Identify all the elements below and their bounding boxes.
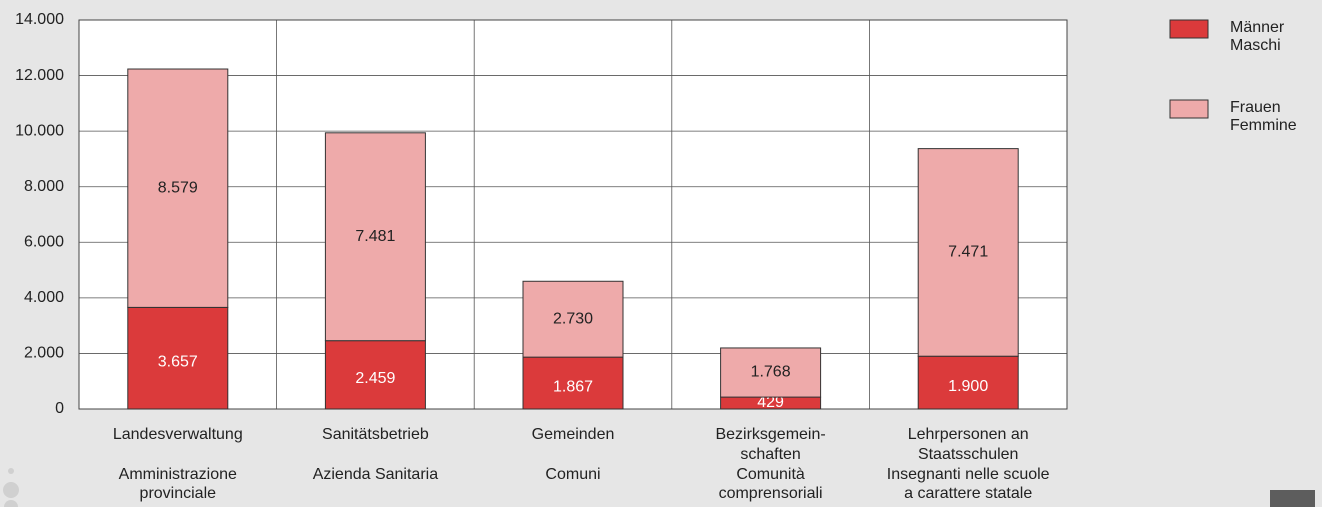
value-label: 7.481 <box>355 228 395 245</box>
value-label: 7.471 <box>948 244 988 261</box>
bar-segment <box>324 132 426 342</box>
x-tick-label: Sanitätsbetrieb <box>322 426 429 443</box>
x-tick-label: Staatsschulen <box>918 446 1019 463</box>
x-tick-label: Gemeinden <box>532 426 615 443</box>
decor-dot <box>4 500 18 507</box>
x-tick-label: Comuni <box>545 466 600 483</box>
x-tick-label: schaften <box>740 446 800 463</box>
legend-label: Maschi <box>1230 37 1281 54</box>
legend-swatch <box>1169 99 1209 119</box>
bar-segment <box>917 148 1019 357</box>
decor-dot <box>3 482 19 498</box>
decor-dot <box>8 468 14 474</box>
bar-segment <box>720 347 822 398</box>
value-label: 429 <box>757 394 784 411</box>
value-label: 3.657 <box>158 353 198 370</box>
legend-swatch <box>1169 19 1209 39</box>
x-tick-label: Amministrazione <box>119 466 237 483</box>
y-tick-label: 0 <box>55 400 64 417</box>
x-tick-label: Landesverwaltung <box>113 426 243 443</box>
legend-label: Männer <box>1230 19 1285 36</box>
value-label: 1.900 <box>948 378 988 395</box>
y-tick-label: 12.000 <box>15 67 64 84</box>
x-tick-label: provinciale <box>140 485 217 502</box>
x-tick-label: Bezirksgemein- <box>715 426 825 443</box>
legend-label: Frauen <box>1230 99 1281 116</box>
bar-segment <box>917 355 1019 410</box>
y-tick-label: 8.000 <box>24 178 64 195</box>
x-tick-label: Lehrpersonen an <box>908 426 1029 443</box>
y-tick-label: 14.000 <box>15 11 64 28</box>
x-tick-label: comprensoriali <box>719 485 823 502</box>
bar-segment <box>127 68 229 308</box>
legend-label: Femmine <box>1230 117 1297 134</box>
value-label: 1.768 <box>751 364 791 381</box>
y-tick-label: 6.000 <box>24 234 64 251</box>
decor-logo <box>1270 490 1315 507</box>
y-tick-label: 4.000 <box>24 289 64 306</box>
x-tick-label: a carattere statale <box>904 485 1032 502</box>
y-tick-label: 10.000 <box>15 122 64 139</box>
bar-segment <box>522 280 624 358</box>
bar-segment <box>522 356 624 410</box>
value-label: 8.579 <box>158 179 198 196</box>
y-tick-label: 2.000 <box>24 345 64 362</box>
value-label: 1.867 <box>553 378 593 395</box>
bar-segment <box>127 306 229 410</box>
value-label: 2.459 <box>355 370 395 387</box>
value-label: 2.730 <box>553 310 593 327</box>
x-tick-label: Comunità <box>736 466 805 483</box>
x-tick-label: Insegnanti nelle scuole <box>887 466 1050 483</box>
x-tick-label: Azienda Sanitaria <box>313 466 439 483</box>
